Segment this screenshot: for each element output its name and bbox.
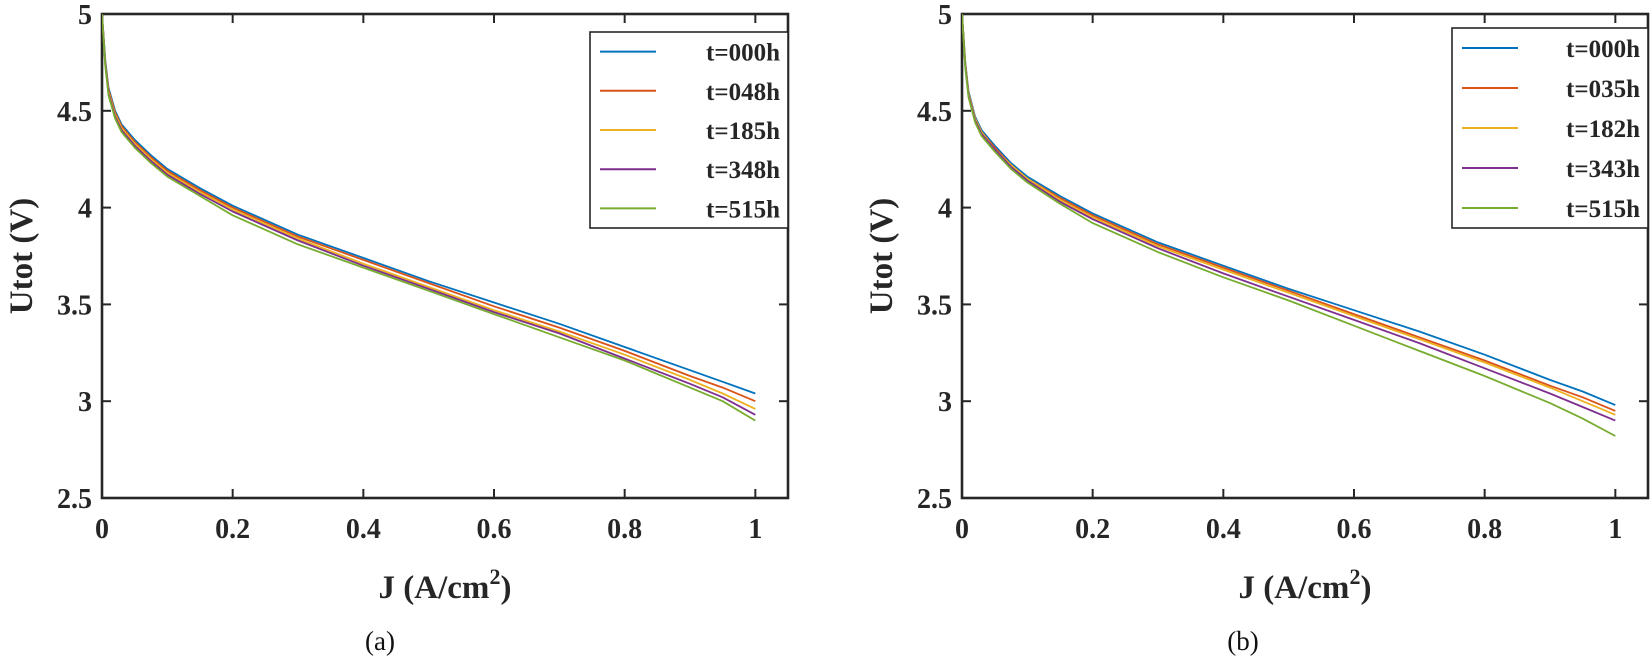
y-tick-label: 2.5	[57, 484, 92, 515]
panel-caption: (b)	[1227, 626, 1258, 656]
legend-label: t=343h	[1566, 156, 1640, 183]
x-tick-label: 0.6	[477, 514, 512, 545]
y-axis-label: Utot (V)	[4, 198, 40, 314]
legend-label: t=035h	[1566, 76, 1640, 103]
y-tick-label: 2.5	[917, 484, 952, 515]
x-tick-label: 0	[955, 514, 969, 545]
y-tick-label: 4	[78, 194, 92, 225]
y-tick-label: 3.5	[917, 290, 952, 321]
x-tick-label: 0.6	[1337, 514, 1372, 545]
chart-panel-b: 0 0.2 0.4 0.6 0.8 1 2.5 3 3.5 4 4.5 5 t=000h t=035h t=…	[864, 0, 1650, 656]
x-tick-label: 0.2	[215, 514, 250, 545]
x-tick-label: 1	[1608, 514, 1622, 545]
legend-label: t=515h	[706, 196, 780, 223]
series-line-t=515h	[102, 14, 756, 422]
x-tick-label: 0.8	[607, 514, 642, 545]
panel-caption: (a)	[365, 626, 395, 656]
plot-area-frame	[960, 12, 1650, 500]
x-tick-label: 0	[95, 514, 109, 545]
x-tick-label: 0.8	[1467, 514, 1502, 545]
legend-label: t=000h	[1566, 36, 1640, 63]
legend-label: t=048h	[706, 79, 780, 106]
legend-label: t=348h	[706, 157, 780, 184]
y-tick-label: 5	[78, 0, 92, 31]
legend-label: t=515h	[1566, 196, 1640, 223]
y-tick-label: 4.5	[57, 97, 92, 128]
x-axis-label: J (A/cm2)	[379, 564, 512, 606]
legend-label: t=185h	[706, 118, 780, 145]
plot-area-frame	[100, 12, 790, 500]
y-tick-label: 3	[78, 387, 92, 418]
x-tick-label: 0.4	[346, 514, 381, 545]
x-tick-label: 0.2	[1075, 514, 1110, 545]
y-tick-label: 4.5	[917, 97, 952, 128]
x-tick-label: 1	[748, 514, 762, 545]
y-tick-label: 4	[938, 194, 952, 225]
y-tick-label: 3.5	[57, 290, 92, 321]
chart-panel-a: 0 0.2 0.4 0.6 0.8 1 2.5 3 3.5 4 4.5 5 t=000h t=048h t=…	[4, 0, 790, 656]
x-axis-label: J (A/cm2)	[1239, 564, 1372, 606]
series-line-t=515h	[962, 14, 1616, 437]
y-tick-label: 5	[938, 0, 952, 31]
y-axis-label: Utot (V)	[864, 198, 900, 314]
legend-label: t=000h	[706, 40, 780, 67]
x-tick-label: 0.4	[1206, 514, 1241, 545]
y-tick-label: 3	[938, 387, 952, 418]
legend-label: t=182h	[1566, 116, 1640, 143]
